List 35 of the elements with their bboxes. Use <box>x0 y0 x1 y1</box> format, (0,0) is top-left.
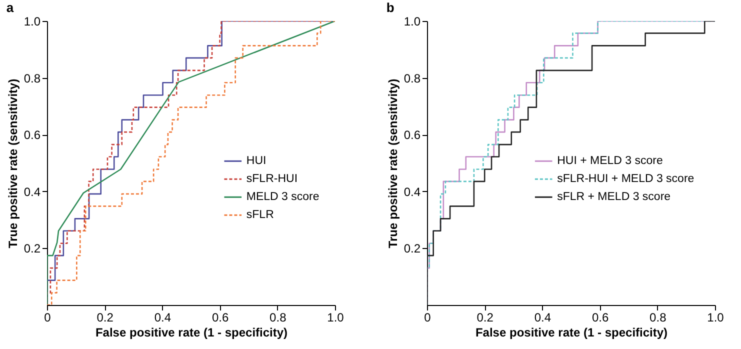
chart-title: a <box>6 0 14 15</box>
x-tick-label: 0.4 <box>534 310 552 324</box>
y-tick-label: 0.2 <box>24 242 41 256</box>
x-tick-label: 0.8 <box>270 310 287 324</box>
x-tick-label: 0.6 <box>212 310 229 324</box>
y-tick-label: 1.0 <box>24 14 41 28</box>
legend-label: sFLR + MELD 3 score <box>557 191 671 204</box>
legend-label: sFLR-HUI + MELD 3 score <box>557 173 694 186</box>
x-tick-label: 0.4 <box>154 310 172 324</box>
x-axis-title: False positive rate (1 - specificity) <box>475 326 668 340</box>
x-axis-title: False positive rate (1 - specificity) <box>95 326 288 340</box>
x-tick-label: 1.0 <box>707 310 724 324</box>
y-tick-label: 0.6 <box>404 128 421 142</box>
y-tick-label: 1.0 <box>404 14 421 28</box>
legend-label: MELD 3 score <box>246 191 320 204</box>
x-tick-label: 0.2 <box>96 310 114 324</box>
x-tick-label: 0.2 <box>476 310 494 324</box>
x-tick-label: 0.6 <box>592 310 609 324</box>
x-tick-label: 0 <box>424 310 432 324</box>
y-tick-label: 0.4 <box>404 184 421 199</box>
legend-label: sFLR-HUI <box>246 173 298 186</box>
y-axis-title: True positive rate (sensitivity) <box>6 78 20 248</box>
y-tick-label: 0.8 <box>24 71 41 86</box>
x-tick-label: 1.0 <box>327 310 344 324</box>
legend-label: HUI <box>246 155 266 168</box>
legend-label: sFLR <box>246 209 274 222</box>
y-tick-label: 0.6 <box>24 128 41 142</box>
x-tick-label: 0 <box>44 310 52 324</box>
y-tick-label: 0.8 <box>404 71 421 86</box>
x-tick-label: 0.8 <box>650 310 667 324</box>
y-tick-label: 0.2 <box>404 242 421 256</box>
legend-label: HUI + MELD 3 score <box>557 155 663 168</box>
chart-title: b <box>386 0 394 15</box>
y-tick-label: 0.4 <box>24 184 41 199</box>
y-axis-title: True positive rate (sensitivity) <box>386 78 400 248</box>
